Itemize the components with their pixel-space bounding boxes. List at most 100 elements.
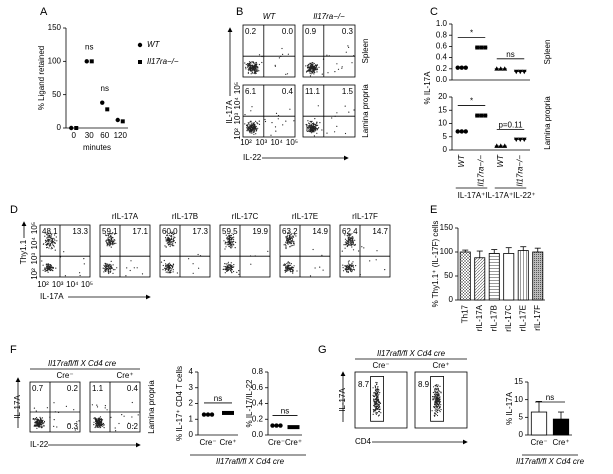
flow-y-label: IL-17A: [225, 100, 234, 124]
event-dot: [352, 266, 355, 268]
y-tick-label: 100: [48, 56, 62, 65]
event-dot: [112, 243, 114, 245]
event-dot: [52, 266, 55, 269]
annotation: ns: [546, 393, 554, 402]
event-dot: [228, 265, 230, 267]
event-dot: [105, 265, 107, 267]
event-dot: [45, 267, 48, 269]
event-dot: [344, 265, 346, 267]
event-dot: [291, 238, 294, 240]
event-dot: [309, 70, 311, 72]
event-dot: [286, 236, 288, 238]
event-dot: [436, 410, 438, 412]
event-dot: [229, 236, 232, 238]
event-dot: [105, 269, 107, 271]
event-dot: [44, 269, 46, 271]
event-dot: [102, 267, 104, 269]
event-dot: [376, 399, 378, 401]
event-dot: [250, 131, 252, 133]
event-dot: [290, 243, 292, 245]
event-dot: [312, 66, 314, 69]
event-dot: [51, 246, 53, 248]
event-dot: [114, 269, 116, 271]
y-tick-label: 100: [440, 247, 454, 256]
event-dot: [255, 66, 257, 68]
event-dot: [250, 124, 252, 126]
event-dot: [378, 400, 380, 402]
event-dot: [284, 269, 286, 271]
event-dot: [435, 397, 437, 399]
event-dot: [372, 394, 374, 396]
event-dot: [231, 241, 233, 243]
event-dot: [107, 268, 109, 270]
event-dot: [49, 266, 51, 268]
event-dot: [48, 242, 50, 244]
event-dot: [230, 262, 232, 264]
quadrant-percent: 6.1: [245, 87, 257, 96]
event-dot: [252, 62, 254, 64]
event-dot: [103, 427, 105, 429]
event-dot: [168, 265, 170, 267]
event-dot: [248, 62, 250, 65]
event-dot: [377, 408, 379, 410]
event-dot: [112, 272, 114, 274]
event-dot: [375, 398, 377, 401]
event-dot: [93, 424, 95, 426]
marker: [475, 45, 480, 50]
event-dot: [48, 241, 50, 243]
column-title: rIL-17E: [292, 212, 318, 221]
annotation: ns: [101, 84, 109, 93]
event-dot: [232, 233, 234, 236]
event-dot: [307, 69, 309, 72]
event-dot: [112, 264, 114, 266]
event-dot: [47, 270, 49, 272]
event-dot: [168, 266, 170, 268]
event-dot: [439, 411, 441, 413]
event-dot: [233, 270, 235, 273]
event-dot: [349, 234, 351, 236]
event-dot: [100, 424, 103, 426]
event-dot: [244, 62, 246, 64]
event-dot: [258, 54, 261, 56]
event-dot: [109, 263, 111, 265]
event-dot: [170, 239, 172, 241]
event-dot: [310, 67, 312, 69]
y-tick-label: 4: [189, 367, 194, 376]
event-dot: [94, 417, 96, 419]
x-tick-label: Cre⁺: [552, 438, 569, 447]
event-dot: [102, 425, 104, 427]
event-dot: [99, 419, 101, 421]
event-dot: [95, 424, 97, 426]
event-dot: [436, 392, 438, 394]
event-dot: [45, 263, 48, 265]
event-dot: [246, 124, 249, 126]
event-dot: [309, 67, 311, 69]
event-dot: [111, 233, 113, 235]
event-dot: [293, 120, 295, 122]
annotation: ns: [214, 394, 222, 403]
event-dot: [256, 70, 258, 72]
event-dot: [344, 244, 346, 246]
event-dot: [254, 124, 256, 126]
event-dot: [374, 386, 377, 388]
event-dot: [313, 70, 315, 72]
event-dot: [313, 135, 315, 137]
event-dot: [432, 396, 434, 398]
event-dot: [347, 268, 349, 270]
event-dot: [51, 234, 53, 236]
flow-title: Il17rafl/fl X Cd4 cre: [48, 359, 117, 368]
event-dot: [350, 265, 352, 267]
event-dot: [128, 422, 130, 424]
event-dot: [231, 269, 233, 271]
event-dot: [95, 421, 97, 423]
event-dot: [254, 73, 256, 75]
event-dot: [228, 268, 230, 270]
event-dot: [336, 112, 338, 114]
event-dot: [374, 403, 376, 405]
axis-tick-label: 10⁵: [233, 82, 242, 94]
event-dot: [310, 66, 312, 68]
event-dot: [439, 401, 441, 403]
event-dot: [47, 271, 49, 273]
event-dot: [290, 240, 292, 242]
